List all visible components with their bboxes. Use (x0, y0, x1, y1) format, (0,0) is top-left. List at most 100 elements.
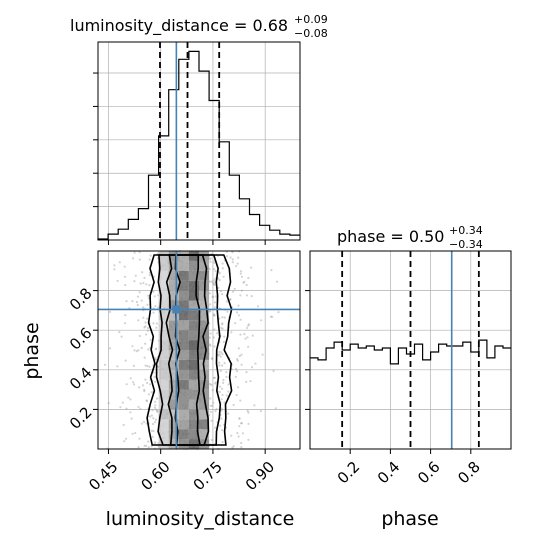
sample-point (131, 345, 134, 348)
sample-point (225, 255, 229, 258)
sample-point (233, 287, 236, 290)
density-cell (168, 310, 179, 321)
sample-point (218, 390, 222, 394)
sample-point (232, 445, 235, 448)
sample-point (237, 347, 240, 350)
density-cell (158, 300, 169, 311)
sample-point (221, 267, 224, 270)
tick-label-phase-y: 0.8 (66, 284, 96, 314)
density-cell (199, 310, 210, 321)
contour-level-3 (165, 254, 210, 446)
sample-point (229, 298, 232, 301)
sample-point (140, 422, 143, 425)
sample-point (143, 444, 146, 447)
sample-point (214, 270, 217, 273)
sample-point (212, 281, 215, 284)
tick-label-ld: 0.45 (85, 458, 121, 494)
sample-point (210, 357, 213, 360)
sample-point (231, 251, 234, 254)
sample-point (245, 283, 248, 287)
sample-point (132, 381, 135, 384)
sample-point (220, 398, 223, 401)
density-cell (158, 251, 169, 261)
sample-point (103, 363, 107, 366)
sample-point (239, 270, 243, 273)
sample-point (213, 314, 216, 317)
sample-point (250, 366, 254, 369)
panel-right (310, 251, 511, 449)
density-cell (158, 330, 169, 341)
sample-point (225, 375, 228, 379)
sample-point (222, 275, 225, 278)
sample-point (142, 281, 145, 285)
sample-point (239, 333, 242, 336)
density-cell (199, 280, 210, 291)
density-cell (158, 290, 169, 301)
sample-point (151, 423, 155, 426)
density-cell (158, 350, 169, 360)
sample-point (133, 280, 136, 283)
density-cell (199, 419, 210, 430)
xlabel-ld: luminosity_distance (106, 508, 295, 530)
tick-label-phase-x: 0.4 (374, 458, 404, 488)
title-phase: phase = 0.50 (337, 227, 444, 246)
sample-point (154, 305, 157, 308)
sample-point (213, 314, 216, 317)
sample-point (137, 349, 140, 352)
sample-point (155, 322, 158, 325)
sample-point (119, 406, 122, 409)
sample-point (212, 376, 215, 380)
sample-point (147, 393, 150, 396)
sample-point (155, 326, 158, 329)
density-cell (199, 320, 210, 331)
sample-point (113, 268, 116, 271)
sample-point (146, 303, 149, 306)
sample-point (210, 383, 213, 387)
contour-level-1 (146, 254, 233, 446)
density-cell (168, 439, 179, 449)
sample-point (235, 370, 239, 373)
sample-point (144, 364, 147, 367)
sample-point (129, 411, 132, 414)
density-cell (188, 439, 199, 449)
sample-point (231, 261, 234, 264)
sample-point (212, 313, 215, 316)
sample-point (221, 440, 224, 444)
sample-point (213, 261, 216, 264)
sample-point (107, 402, 110, 405)
sample-point (225, 371, 228, 374)
ylabel-phase: phase (21, 322, 43, 379)
sample-point (211, 357, 214, 361)
sample-point (147, 294, 150, 297)
axes-frame-top (97, 41, 301, 241)
sample-point (131, 432, 134, 435)
density-cell (168, 409, 179, 420)
sample-point (120, 335, 123, 338)
sample-point (118, 331, 121, 334)
density-cell (178, 389, 189, 400)
sample-point (133, 383, 136, 386)
sample-point (238, 417, 241, 420)
sample-point (209, 257, 212, 260)
density-cell (168, 419, 179, 430)
sample-point (231, 290, 235, 293)
density-cell (178, 409, 189, 420)
sample-point (232, 403, 235, 407)
density-cell (178, 399, 189, 410)
sample-point (143, 326, 146, 329)
sample-point (123, 275, 127, 278)
sample-point (217, 286, 220, 289)
density-cell (199, 429, 210, 440)
sample-point (221, 323, 224, 326)
sample-point (219, 385, 222, 388)
sample-point (148, 383, 152, 386)
sample-point (156, 409, 159, 412)
sample-point (213, 345, 216, 348)
sample-point (140, 346, 143, 350)
sample-point (152, 311, 155, 314)
sample-point (148, 365, 151, 368)
density-cell (158, 429, 169, 440)
sample-point (236, 432, 239, 435)
sample-point (149, 415, 152, 418)
